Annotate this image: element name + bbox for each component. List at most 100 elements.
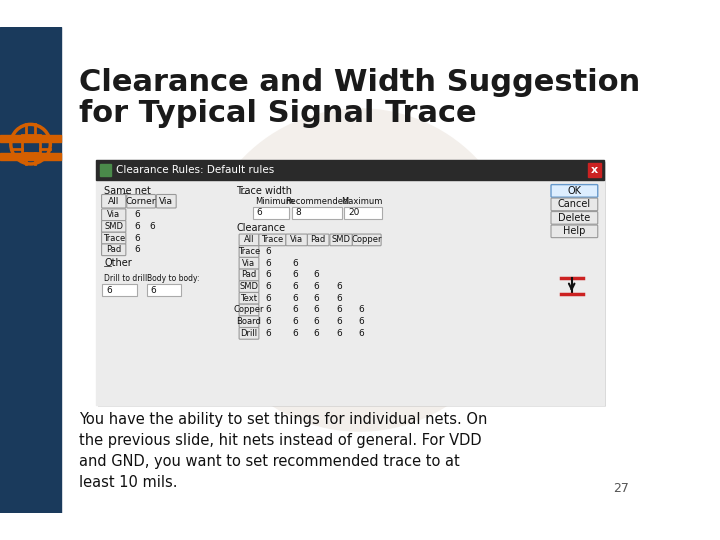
Text: 27: 27 <box>613 482 629 495</box>
Text: 6: 6 <box>150 286 156 295</box>
Text: 6: 6 <box>292 329 298 338</box>
FancyBboxPatch shape <box>239 304 259 316</box>
Text: 6: 6 <box>256 208 262 218</box>
Text: 6: 6 <box>134 234 140 242</box>
Text: 6: 6 <box>359 317 364 326</box>
FancyBboxPatch shape <box>102 220 126 232</box>
FancyBboxPatch shape <box>102 209 126 220</box>
Text: 6: 6 <box>134 222 140 231</box>
Text: Cancel: Cancel <box>558 199 591 210</box>
Bar <box>100 164 112 176</box>
Bar <box>96 160 604 405</box>
FancyBboxPatch shape <box>551 212 598 224</box>
Text: 6: 6 <box>106 286 112 295</box>
Text: Clearance and Width Suggestion: Clearance and Width Suggestion <box>79 68 640 97</box>
FancyBboxPatch shape <box>551 185 598 197</box>
Bar <box>22 135 40 153</box>
Text: Maximum: Maximum <box>341 197 383 206</box>
Text: 6: 6 <box>292 294 298 303</box>
Text: 6: 6 <box>265 306 271 314</box>
Text: 8: 8 <box>296 208 302 218</box>
FancyBboxPatch shape <box>239 234 259 246</box>
Text: Same net: Same net <box>104 186 151 195</box>
Text: 6: 6 <box>336 317 342 326</box>
Text: 6: 6 <box>292 306 298 314</box>
Text: Pad: Pad <box>106 245 122 254</box>
Text: 20: 20 <box>348 208 359 218</box>
Bar <box>292 207 341 219</box>
Text: Copper: Copper <box>351 235 382 245</box>
Text: 6: 6 <box>149 222 155 231</box>
Bar <box>0 28 61 512</box>
Text: 6: 6 <box>314 329 320 338</box>
Text: Trace: Trace <box>261 235 284 245</box>
FancyBboxPatch shape <box>239 269 259 281</box>
FancyBboxPatch shape <box>352 234 381 246</box>
FancyBboxPatch shape <box>286 234 307 246</box>
Text: Clearance Rules: Default rules: Clearance Rules: Default rules <box>116 165 274 175</box>
FancyBboxPatch shape <box>239 258 259 269</box>
FancyBboxPatch shape <box>102 244 126 255</box>
FancyBboxPatch shape <box>551 225 598 238</box>
FancyBboxPatch shape <box>127 194 156 208</box>
Bar <box>0 153 61 160</box>
Text: Drill: Drill <box>240 329 258 338</box>
Text: SMD: SMD <box>332 235 351 245</box>
Text: All: All <box>244 235 254 245</box>
Text: Corner: Corner <box>126 197 156 206</box>
Text: Via: Via <box>243 259 256 268</box>
Text: Recommended: Recommended <box>286 197 349 206</box>
Text: Pad: Pad <box>241 271 256 279</box>
FancyBboxPatch shape <box>330 234 352 246</box>
Text: 6: 6 <box>336 329 342 338</box>
Text: Drill to drill:: Drill to drill: <box>104 274 150 282</box>
Text: 6: 6 <box>292 271 298 279</box>
Text: 6: 6 <box>314 271 320 279</box>
Bar <box>0 135 61 143</box>
Text: 6: 6 <box>265 329 271 338</box>
Text: 6: 6 <box>265 282 271 291</box>
Text: 6: 6 <box>265 247 271 256</box>
Bar <box>146 285 181 296</box>
Bar <box>102 285 137 296</box>
Text: 6: 6 <box>314 317 320 326</box>
Text: 6: 6 <box>265 294 271 303</box>
FancyBboxPatch shape <box>98 162 606 407</box>
Text: Clearance: Clearance <box>236 223 286 233</box>
FancyBboxPatch shape <box>307 234 329 246</box>
Text: 6: 6 <box>134 245 140 254</box>
FancyBboxPatch shape <box>239 316 259 328</box>
FancyBboxPatch shape <box>239 281 259 293</box>
FancyBboxPatch shape <box>239 246 259 258</box>
Bar <box>344 207 382 219</box>
Text: Trace: Trace <box>238 247 260 256</box>
Text: 6: 6 <box>314 282 320 291</box>
Text: 6: 6 <box>336 306 342 314</box>
Text: Trace: Trace <box>102 234 125 242</box>
FancyBboxPatch shape <box>102 232 126 244</box>
Text: Minimum: Minimum <box>255 197 294 206</box>
Text: 6: 6 <box>265 271 271 279</box>
Text: SMD: SMD <box>240 282 258 291</box>
Text: All: All <box>108 197 120 206</box>
Text: Help: Help <box>563 226 585 237</box>
Text: 6: 6 <box>265 317 271 326</box>
Text: You have the ability to set things for individual nets. On
the previous slide, h: You have the ability to set things for i… <box>79 412 487 490</box>
FancyBboxPatch shape <box>102 194 126 208</box>
Text: Copper: Copper <box>234 306 264 314</box>
Bar <box>96 160 604 180</box>
FancyBboxPatch shape <box>551 198 598 211</box>
Text: 6: 6 <box>359 306 364 314</box>
FancyBboxPatch shape <box>239 293 259 304</box>
Circle shape <box>198 108 521 432</box>
FancyBboxPatch shape <box>156 194 176 208</box>
Text: 6: 6 <box>314 294 320 303</box>
Text: 6: 6 <box>292 317 298 326</box>
Text: 6: 6 <box>359 329 364 338</box>
FancyBboxPatch shape <box>259 234 286 246</box>
Text: 6: 6 <box>292 282 298 291</box>
Text: 6: 6 <box>314 306 320 314</box>
Text: x: x <box>591 165 598 175</box>
Text: 6: 6 <box>265 259 271 268</box>
Text: Delete: Delete <box>558 213 590 223</box>
